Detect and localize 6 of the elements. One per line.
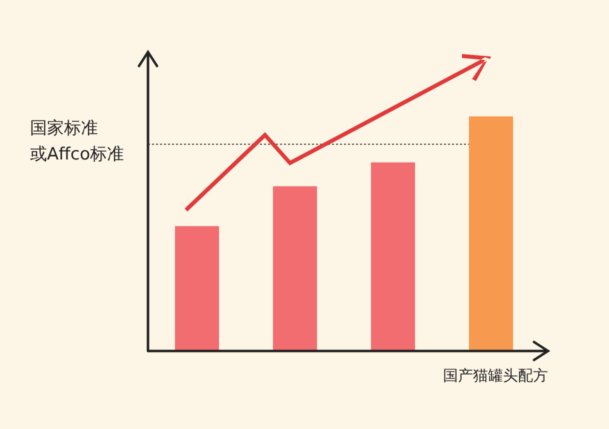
x-axis-title: 国产猫罐头配方	[443, 366, 548, 384]
bar	[370, 162, 416, 351]
bar	[272, 186, 318, 351]
bar	[174, 226, 220, 351]
ref-line-label: 国家标准或Affco标准	[30, 118, 124, 165]
bar	[468, 116, 514, 351]
